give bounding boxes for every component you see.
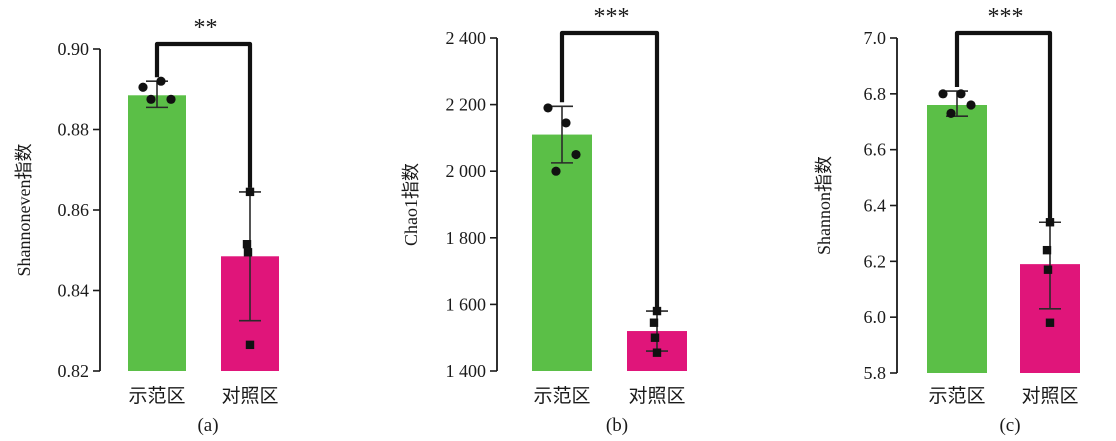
data-point-circle — [138, 82, 148, 92]
data-point-square — [242, 240, 252, 249]
y-tick-label: 1 400 — [446, 361, 487, 381]
x-category-label: 对照区 — [628, 385, 685, 407]
data-point-square — [650, 333, 660, 342]
chart-panel-3: 5.8 6.0 6.2 6.4 6.6 6.8 7.0 示范区 对照区 Shannon指数 *** (… — [814, 4, 1080, 436]
y-tick-label: 6.2 — [864, 251, 887, 271]
y-tick-label: 6.0 — [864, 307, 887, 327]
data-point-circle — [946, 108, 956, 118]
y-tick-label: 6.6 — [864, 140, 887, 160]
panel-label: (c) — [999, 415, 1020, 436]
data-point-circle — [956, 89, 966, 99]
bar-1 — [532, 134, 592, 371]
y-tick-label: 7.0 — [864, 28, 887, 48]
panel-label: (b) — [606, 415, 628, 436]
data-point-circle — [571, 149, 581, 160]
x-category-label: 示范区 — [128, 385, 185, 407]
data-point-square — [1045, 218, 1055, 227]
y-tick-label: 0.88 — [58, 120, 90, 140]
bar-1 — [927, 105, 987, 373]
y-tick-label: 6.4 — [864, 196, 887, 216]
y-tick-label: 2 200 — [446, 95, 487, 115]
significance-bracket — [154, 41, 253, 188]
data-point-square — [245, 187, 255, 197]
significance-label: ** — [194, 15, 218, 41]
y-tick-label: 2 000 — [446, 161, 487, 181]
significance-label: *** — [988, 4, 1024, 30]
y-tick-label: 1 600 — [446, 294, 487, 314]
data-point-circle — [966, 100, 976, 110]
x-category-label: 对照区 — [1021, 385, 1078, 407]
y-tick-label: 2 400 — [446, 28, 487, 48]
y-tick-label: 0.90 — [58, 39, 90, 59]
y-tick-label: 6.8 — [864, 84, 887, 104]
chart-panel-2: 1 400 1 600 1 800 2 000 2 200 2 400 示范区 对照区 Chao… — [401, 4, 687, 436]
data-point-circle — [561, 118, 571, 128]
bar-1 — [128, 95, 186, 371]
panel-label: (a) — [197, 415, 218, 436]
x-category-label: 示范区 — [928, 385, 985, 407]
y-axis-label: Chao1指数 — [401, 163, 421, 246]
data-point-circle — [938, 89, 948, 99]
significance-bracket — [559, 30, 660, 308]
data-point-square — [243, 248, 253, 257]
data-point-circle — [543, 103, 553, 113]
data-point-circle — [551, 166, 561, 176]
data-point-square — [652, 306, 662, 316]
y-axis-label: Shannon指数 — [814, 156, 834, 255]
data-point-square — [245, 340, 255, 350]
y-tick-label: 0.82 — [58, 361, 90, 381]
data-point-square — [1042, 245, 1052, 255]
y-tick-label: 0.86 — [58, 200, 90, 220]
data-point-square — [652, 348, 662, 357]
x-category-label: 对照区 — [221, 385, 278, 407]
data-point-square — [1045, 318, 1055, 327]
significance-bracket — [954, 30, 1053, 219]
y-axis-label: Shannoneven指数 — [14, 144, 34, 277]
significance-label: *** — [594, 4, 630, 30]
error-bar-1 — [551, 105, 573, 164]
data-point-square — [1043, 265, 1053, 274]
data-point-circle — [156, 76, 166, 86]
data-point-circle — [166, 94, 176, 104]
data-point-square — [649, 318, 659, 327]
y-tick-label: 0.84 — [58, 281, 90, 301]
y-tick-label: 1 800 — [446, 228, 487, 248]
chart-panel-1: 0.82 0.84 0.86 0.88 0.90 示范区 对照区 Shannoneven指数 *… — [14, 15, 279, 436]
data-point-circle — [146, 94, 156, 104]
y-tick-label: 5.8 — [864, 363, 887, 383]
x-category-label: 示范区 — [533, 385, 590, 407]
